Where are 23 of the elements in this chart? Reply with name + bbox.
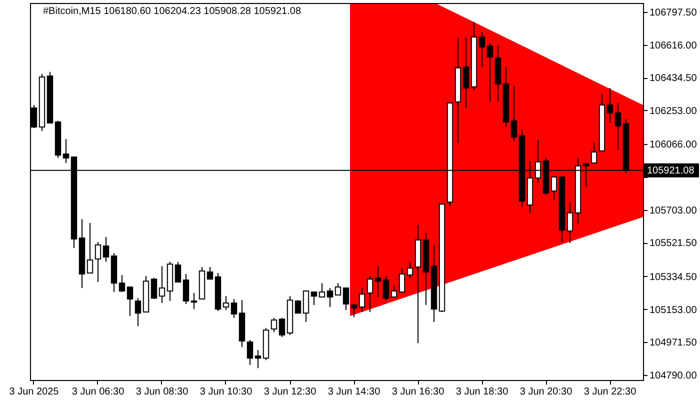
- y-tick-label: 106253.00: [650, 106, 698, 117]
- x-tick-label: 3 Jun 16:30: [392, 386, 445, 398]
- x-tick-label: 3 Jun 20:30: [520, 386, 573, 398]
- x-tick-label: 3 Jun 08:30: [136, 386, 189, 398]
- ref-line-label: 105921.08: [647, 165, 695, 176]
- x-tick-label: 3 Jun 22:30: [584, 386, 637, 398]
- y-tick-label: 105153.00: [650, 304, 698, 316]
- x-tick-label: 3 Jun 18:30: [456, 386, 509, 398]
- chart-title: #Bitcoin,M15 106180.60 106204.23 105908.28 105921.08: [43, 6, 302, 17]
- y-tick-label: 106066.00: [650, 140, 698, 151]
- x-tick-label: 3 Jun 14:30: [328, 386, 381, 398]
- x-tick-label: 3 Jun 2025: [9, 386, 60, 398]
- y-tick-label: 104790.00: [650, 370, 698, 382]
- y-tick-label: 106616.00: [650, 40, 698, 52]
- y-tick-label: 105703.00: [650, 205, 698, 216]
- x-tick-label: 3 Jun 06:30: [72, 386, 125, 398]
- x-tick-label: 3 Jun 10:30: [200, 386, 253, 398]
- y-tick-label: 106434.50: [650, 73, 698, 84]
- x-tick-label: 3 Jun 12:30: [264, 386, 317, 398]
- y-tick-label: 104971.50: [650, 338, 698, 349]
- y-tick-label: 105521.50: [650, 238, 698, 250]
- y-tick-label: 105334.50: [650, 272, 698, 283]
- y-tick-label: 106797.50: [650, 7, 698, 18]
